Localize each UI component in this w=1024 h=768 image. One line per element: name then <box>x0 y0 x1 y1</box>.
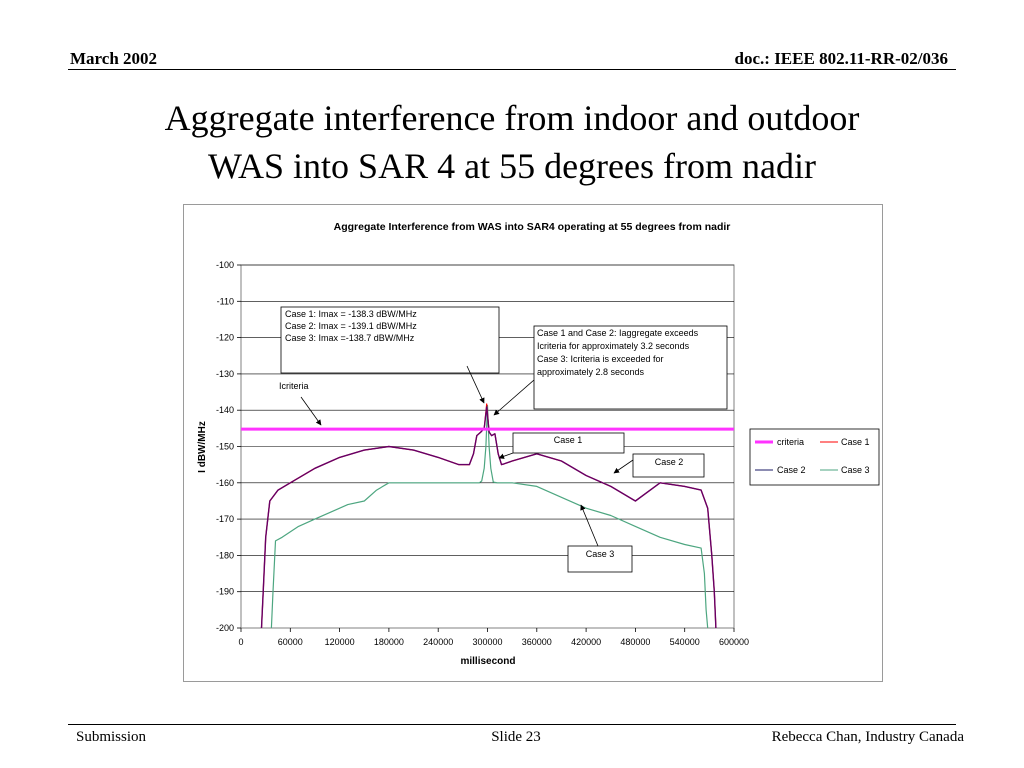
x-tick-label: 180000 <box>374 637 404 647</box>
imax-annotation-line: Case 3: Imax =-138.7 dBW/MHz <box>285 333 415 343</box>
imax-annotation: Case 1: Imax = -138.3 dBW/MHz Case 2: Im… <box>280 306 500 404</box>
header-date: March 2002 <box>70 49 158 68</box>
x-tick-label: 360000 <box>522 637 552 647</box>
case3-annotation: Case 3 <box>567 504 633 573</box>
case3-arrow <box>580 504 599 547</box>
chart-title: Aggregate Interference from WAS into SAR… <box>334 221 731 233</box>
exceedance-arrow <box>493 379 535 416</box>
header-rule <box>68 69 956 70</box>
icriteria-label: Icriteria <box>279 381 309 391</box>
y-tick-label: -130 <box>216 369 234 379</box>
imax-annotation-line: Case 2: Imax = -139.1 dBW/MHz <box>285 321 417 331</box>
exceedance-annotation-line: Case 1 and Case 2: Iaggregate exceeds <box>537 328 699 338</box>
slide-title-line-1: Aggregate interference from indoor and o… <box>164 98 860 138</box>
legend-label-criteria: criteria <box>777 437 804 447</box>
x-tick-label: 300000 <box>472 637 502 647</box>
x-tick-label: 600000 <box>719 637 749 647</box>
x-tick-label: 540000 <box>670 637 700 647</box>
footer-submission: Submission <box>76 729 147 745</box>
case2-annotation: Case 2 <box>613 453 705 478</box>
case1-arrow <box>498 452 514 459</box>
legend-label-case3: Case 3 <box>841 465 870 475</box>
exceedance-annotation-line: Icriteria for approximately 3.2 seconds <box>537 341 690 351</box>
series-group <box>241 403 734 629</box>
slide-title-line-2: WAS into SAR 4 at 55 degrees from nadir <box>208 146 816 186</box>
exceedance-annotation: Case 1 and Case 2: Iaggregate exceeds Ic… <box>493 325 728 416</box>
x-axis: 0 60000 120000 180000 240000 300000 360000 4200… <box>238 628 749 647</box>
y-tick-label: -110 <box>217 296 234 306</box>
y-tick-label: -160 <box>216 478 234 488</box>
x-tick-label: 420000 <box>571 637 601 647</box>
x-tick-label: 0 <box>238 637 243 647</box>
y-axis: -100 -110 -120 -130 -140 -150 -160 -170 -180 -190… <box>216 260 241 633</box>
y-tick-label: -100 <box>216 260 234 270</box>
icriteria-annotation: Icriteria <box>279 381 322 426</box>
header-doc-id: doc.: IEEE 802.11-RR-02/036 <box>734 49 948 68</box>
x-tick-label: 60000 <box>278 637 303 647</box>
footer-rule <box>68 724 956 725</box>
case2-annotation-label: Case 2 <box>655 457 684 467</box>
icriteria-arrow <box>300 396 322 426</box>
case1-annotation: Case 1 <box>498 432 625 459</box>
x-axis-label: millisecond <box>460 656 515 667</box>
series-line-case2 <box>260 406 717 629</box>
x-tick-label: 480000 <box>620 637 650 647</box>
slide-title: Aggregate interference from indoor and o… <box>60 94 964 190</box>
x-tick-label: 120000 <box>325 637 355 647</box>
legend: criteria Case 1 Case 2 Case 3 <box>749 428 880 486</box>
imax-annotation-line: Case 1: Imax = -138.3 dBW/MHz <box>285 309 417 319</box>
y-axis-label: I dBW/MHz <box>197 421 208 473</box>
x-tick-label: 240000 <box>423 637 453 647</box>
y-tick-label: -150 <box>216 442 234 452</box>
case1-annotation-label: Case 1 <box>554 435 583 445</box>
footer-author: Rebecca Chan, Industry Canada <box>771 729 964 745</box>
y-tick-label: -180 <box>216 550 234 560</box>
series-line-case3 <box>270 404 709 629</box>
legend-label-case1: Case 1 <box>841 437 870 447</box>
interference-chart: Aggregate Interference from WAS into SAR… <box>197 221 880 667</box>
exceedance-annotation-line: Case 3: Icriteria is exceeded for <box>537 354 664 364</box>
legend-box <box>749 428 880 486</box>
legend-label-case2: Case 2 <box>777 465 806 475</box>
exceedance-annotation-box <box>533 325 728 410</box>
y-tick-label: -140 <box>216 405 234 415</box>
y-tick-label: -120 <box>216 333 234 343</box>
exceedance-annotation-line: approximately 2.8 seconds <box>537 367 645 377</box>
imax-annotation-box <box>280 306 500 374</box>
y-tick-label: -200 <box>216 623 234 633</box>
y-tick-label: -170 <box>216 514 234 524</box>
imax-arrow <box>466 365 485 404</box>
y-tick-label: -190 <box>216 587 234 597</box>
case3-annotation-box <box>567 545 633 573</box>
grid-lines <box>241 264 734 593</box>
case1-annotation-box <box>512 432 625 454</box>
case3-annotation-label: Case 3 <box>586 549 615 559</box>
footer-slide-number: Slide 23 <box>491 729 541 745</box>
case2-annotation-box <box>632 453 705 478</box>
chart-frame: Aggregate Interference from WAS into SAR… <box>183 204 883 682</box>
case2-arrow <box>613 459 634 474</box>
